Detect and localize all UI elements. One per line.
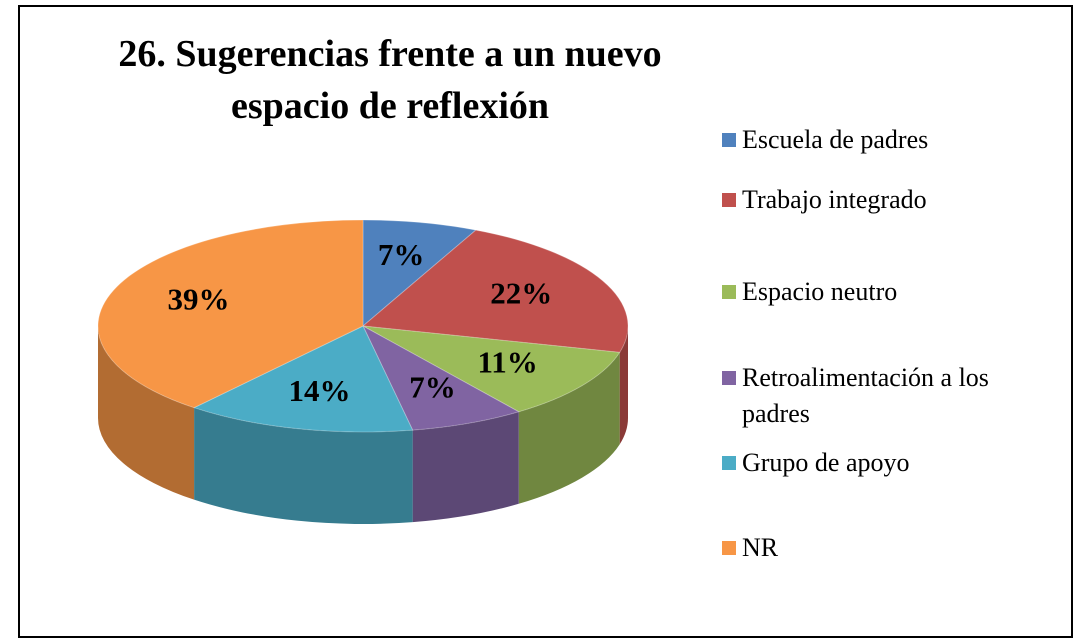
legend-swatch <box>722 371 736 385</box>
legend-label: Escuela de padres <box>742 125 929 154</box>
legend-label: Grupo de apoyo <box>742 448 910 477</box>
legend-label: Retroalimentación a los padres <box>742 363 989 428</box>
legend-swatch <box>722 285 736 299</box>
legend-swatch <box>722 456 736 470</box>
legend-item: Retroalimentación a los padres <box>722 360 1012 432</box>
pie-slice <box>361 324 521 431</box>
pie-side <box>518 352 620 504</box>
data-label: 7% <box>409 369 456 404</box>
pie-side <box>619 326 628 445</box>
legend-label: Espacio neutro <box>742 277 898 306</box>
pie-slice <box>97 219 364 409</box>
data-label: 14% <box>289 373 351 408</box>
pie-slice <box>362 325 621 413</box>
legend-item: NR <box>722 530 1012 566</box>
chart-frame <box>18 5 1073 638</box>
legend-swatch <box>722 541 736 555</box>
pie-side <box>98 326 195 500</box>
legend-swatch <box>722 193 736 207</box>
pie-side <box>412 411 519 523</box>
data-label: 7% <box>378 237 425 272</box>
legend-item: Escuela de padres <box>722 122 1012 158</box>
legend-label: NR <box>742 533 779 562</box>
data-label: 22% <box>490 275 552 310</box>
pie-slice <box>192 325 414 433</box>
legend-swatch <box>722 133 736 147</box>
pie-slice <box>362 219 477 328</box>
data-label: 39% <box>167 281 229 316</box>
data-label: 11% <box>478 344 538 379</box>
legend-item: Grupo de apoyo <box>722 445 1012 481</box>
pie-side <box>194 407 413 524</box>
pie-slice <box>361 229 629 353</box>
chart-title: 26. Sugerencias frente a un nuevo espaci… <box>118 33 662 127</box>
legend-label: Trabajo integrado <box>742 185 927 214</box>
legend-item: Espacio neutro <box>722 274 1012 310</box>
legend-item: Trabajo integrado <box>722 182 1012 218</box>
